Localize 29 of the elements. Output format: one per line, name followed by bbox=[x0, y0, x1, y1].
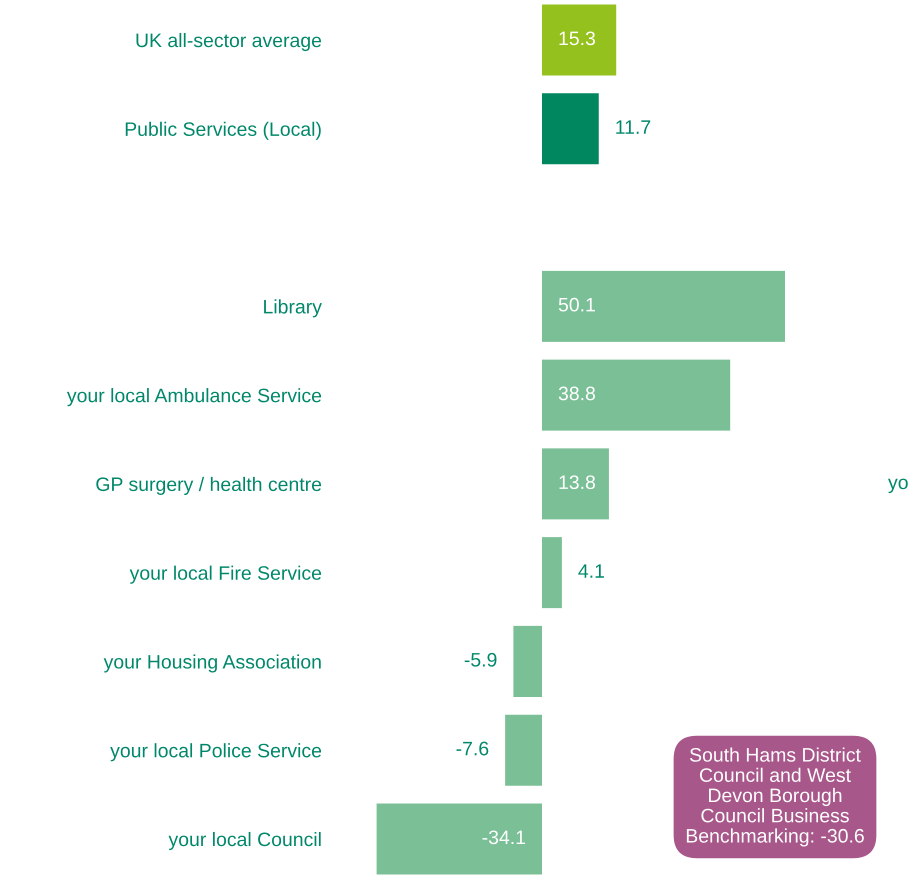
data-label: 4.1 bbox=[578, 564, 604, 578]
data-label: 38.8 bbox=[558, 386, 596, 400]
bar bbox=[542, 360, 730, 431]
y-tick-label: GP surgery / health centre bbox=[96, 476, 322, 495]
y-tick-label: your local Fire Service bbox=[130, 566, 322, 584]
y-tick-label: Public Services (Local) bbox=[126, 122, 321, 140]
data-label: 11.7 bbox=[616, 120, 650, 134]
y-tick-label: your local Ambulance Service bbox=[66, 388, 322, 406]
bar bbox=[542, 537, 562, 608]
y-tick-label: your local Council bbox=[168, 832, 321, 850]
bar bbox=[505, 714, 542, 786]
y-tick-label: UK all-sector average bbox=[136, 32, 322, 52]
bar bbox=[542, 270, 785, 342]
y-tick-label: Library bbox=[264, 299, 322, 318]
data-label: 50.1 bbox=[558, 298, 595, 312]
text: yo bbox=[888, 478, 908, 494]
bar bbox=[376, 803, 542, 875]
data-label: -7.6 bbox=[456, 742, 488, 756]
data-label: 15.3 bbox=[559, 31, 595, 46]
data-label: 13.8 bbox=[559, 475, 596, 490]
bar bbox=[542, 4, 616, 76]
data-label: -5.9 bbox=[464, 652, 496, 667]
bar bbox=[542, 448, 609, 520]
y-tick-label: your Housing Association bbox=[104, 654, 321, 673]
bar bbox=[513, 626, 542, 697]
annotation: South Hams District Council and West Devon Borough Council Business Benchmarking: -30.6 bbox=[686, 747, 864, 847]
data-label: -34.1 bbox=[482, 830, 526, 844]
y-tick-label: your local Police Service bbox=[110, 743, 322, 762]
bar bbox=[542, 93, 599, 164]
